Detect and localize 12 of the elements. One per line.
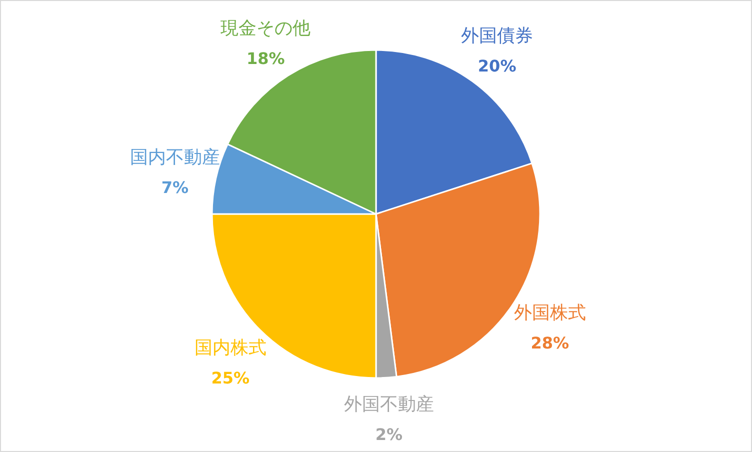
- slice-label: 外国不動産: [344, 394, 434, 415]
- slice-label: 国内株式: [194, 338, 266, 359]
- data-label: 7%: [161, 178, 189, 198]
- slice-label: 現金その他: [220, 18, 311, 40]
- data-label: 2%: [375, 425, 403, 444]
- data-label: 20%: [478, 56, 516, 76]
- slice-label: 外国株式: [514, 302, 586, 324]
- data-label: 25%: [211, 368, 250, 388]
- slice-label: 外国債券: [461, 25, 534, 46]
- data-label: 18%: [246, 49, 285, 68]
- slice-label: 国内不動産: [130, 147, 220, 168]
- data-label: 28%: [530, 333, 570, 352]
